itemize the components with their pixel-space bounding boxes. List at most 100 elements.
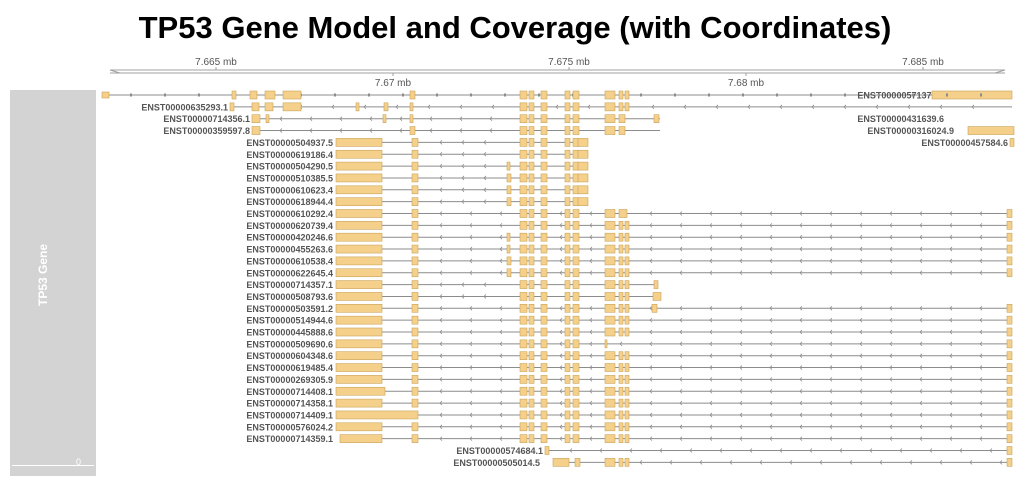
strand-arrow bbox=[699, 460, 703, 465]
exon bbox=[624, 363, 630, 372]
exon bbox=[540, 126, 548, 135]
strand-arrow bbox=[369, 128, 373, 133]
strand-arrow bbox=[769, 329, 773, 335]
strand-arrow bbox=[849, 460, 853, 465]
strand-arrow bbox=[309, 128, 313, 133]
transcript: ENST00000505014.5 bbox=[453, 458, 1013, 468]
strand-arrow bbox=[739, 388, 743, 394]
exon bbox=[564, 138, 571, 147]
exon bbox=[618, 315, 624, 325]
exon bbox=[618, 327, 624, 337]
strand-arrow bbox=[483, 282, 487, 287]
strand-arrow bbox=[889, 270, 893, 276]
exon bbox=[519, 268, 528, 278]
exon bbox=[564, 173, 571, 183]
exon bbox=[572, 232, 580, 242]
strand-arrow bbox=[439, 317, 443, 323]
exon bbox=[411, 339, 419, 349]
exon bbox=[618, 244, 624, 254]
strand-arrow bbox=[729, 460, 733, 465]
exon bbox=[335, 292, 383, 301]
exon bbox=[411, 280, 419, 289]
exon bbox=[528, 363, 535, 372]
exon bbox=[519, 138, 528, 147]
strand-arrow bbox=[679, 223, 683, 228]
strand-arrow bbox=[679, 270, 683, 276]
exon bbox=[528, 339, 535, 349]
strand-arrow bbox=[461, 282, 465, 287]
transcript: ENST00000619186.4 bbox=[246, 149, 589, 160]
strand-arrow bbox=[949, 400, 953, 406]
strand-arrow bbox=[829, 258, 833, 264]
exon bbox=[540, 232, 548, 242]
exon bbox=[335, 339, 383, 349]
exon bbox=[335, 422, 383, 432]
exon bbox=[335, 173, 383, 183]
strand-arrow bbox=[679, 377, 683, 382]
strand-arrow bbox=[739, 258, 743, 264]
exon bbox=[604, 209, 616, 218]
strand-arrow bbox=[499, 388, 503, 394]
exon bbox=[411, 161, 419, 171]
exon bbox=[519, 90, 528, 100]
strand-arrow bbox=[649, 211, 653, 216]
exon bbox=[411, 173, 419, 183]
strand-arrow bbox=[939, 104, 943, 110]
exon bbox=[540, 398, 548, 408]
strand-arrow bbox=[799, 353, 803, 358]
strand-arrow bbox=[919, 365, 923, 370]
strand-arrow bbox=[559, 234, 563, 240]
exon bbox=[264, 102, 274, 112]
strand-arrow bbox=[651, 104, 655, 110]
strand-arrow bbox=[469, 317, 473, 323]
exon bbox=[409, 102, 414, 112]
strand-arrow bbox=[559, 329, 563, 335]
transcript-label: ENST00000574684.1 bbox=[456, 446, 543, 456]
exon bbox=[528, 256, 535, 266]
exon bbox=[564, 363, 571, 372]
strand-arrow bbox=[949, 341, 953, 347]
exon bbox=[528, 410, 535, 420]
transcript: ENST00000503591.2 bbox=[246, 304, 1013, 314]
exon bbox=[519, 375, 528, 384]
exon bbox=[572, 114, 580, 123]
strand-arrow bbox=[461, 294, 465, 299]
strand-arrow bbox=[679, 353, 683, 358]
transcript-label: ENST00000714359.1 bbox=[246, 434, 333, 444]
exon bbox=[618, 280, 624, 289]
exon bbox=[540, 221, 548, 230]
axis-arrow-left bbox=[109, 69, 121, 74]
exon bbox=[528, 292, 535, 301]
exon bbox=[577, 161, 589, 171]
strand-arrow bbox=[949, 306, 953, 311]
strand-arrow bbox=[979, 377, 983, 382]
strand-arrow bbox=[469, 412, 473, 418]
strand-arrow bbox=[769, 412, 773, 418]
transcript-label: ENST00000622645.4 bbox=[246, 268, 333, 278]
exon bbox=[411, 363, 419, 372]
strand-arrow bbox=[499, 353, 503, 358]
strand-arrow bbox=[483, 175, 487, 181]
exon bbox=[540, 327, 548, 337]
strand-arrow bbox=[559, 436, 563, 441]
exon bbox=[1006, 375, 1013, 384]
exon bbox=[604, 351, 616, 361]
exon bbox=[411, 375, 419, 384]
strand-arrow bbox=[949, 329, 953, 335]
exon bbox=[776, 93, 778, 97]
strand-arrow bbox=[859, 400, 863, 406]
exon bbox=[618, 90, 624, 100]
strand-arrow bbox=[469, 211, 473, 216]
exon bbox=[335, 149, 383, 159]
exon bbox=[624, 280, 630, 289]
strand-arrow bbox=[309, 116, 313, 121]
strand-arrow bbox=[829, 246, 833, 252]
strand-arrow bbox=[859, 317, 863, 323]
exon bbox=[604, 102, 616, 112]
exon bbox=[335, 363, 383, 372]
transcript-label: ENST00000619186.4 bbox=[246, 150, 333, 160]
strand-arrow bbox=[483, 140, 487, 145]
exon bbox=[282, 90, 302, 100]
exon bbox=[618, 422, 624, 432]
transcript: ENST00000714408.1 bbox=[246, 387, 1013, 397]
